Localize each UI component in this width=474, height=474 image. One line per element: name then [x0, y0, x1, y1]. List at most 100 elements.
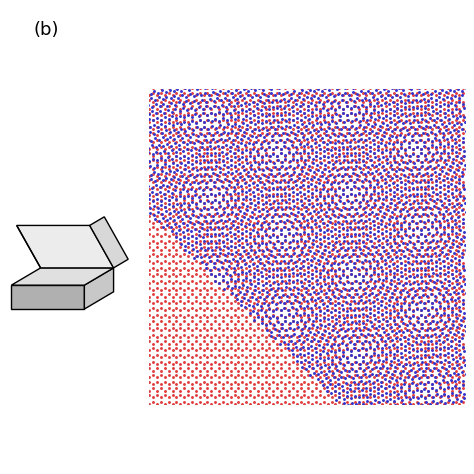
Point: [235, 156, 242, 164]
Point: [436, 165, 444, 173]
Point: [432, 176, 440, 184]
Point: [428, 327, 436, 334]
Point: [301, 319, 308, 327]
Point: [405, 206, 413, 213]
Point: [192, 333, 200, 341]
Point: [461, 275, 468, 283]
Point: [376, 283, 383, 291]
Point: [273, 277, 281, 285]
Point: [149, 380, 157, 388]
Point: [173, 398, 180, 406]
Point: [281, 223, 289, 231]
Point: [444, 102, 452, 110]
Point: [146, 293, 153, 301]
Point: [304, 250, 312, 258]
Point: [448, 118, 456, 126]
Point: [384, 126, 392, 133]
Point: [366, 129, 374, 137]
Point: [258, 125, 265, 133]
Point: [431, 249, 438, 257]
Point: [319, 266, 327, 274]
Point: [366, 89, 374, 97]
Point: [405, 232, 413, 240]
Point: [355, 304, 362, 311]
Point: [325, 201, 333, 209]
Point: [157, 223, 165, 231]
Point: [328, 264, 335, 271]
Point: [181, 192, 188, 200]
Point: [148, 103, 155, 111]
Point: [297, 313, 304, 320]
Point: [223, 150, 231, 157]
Point: [425, 337, 432, 345]
Point: [415, 246, 423, 254]
Point: [374, 351, 382, 359]
Point: [387, 361, 395, 369]
Point: [184, 217, 192, 224]
Point: [410, 402, 418, 410]
Point: [332, 279, 339, 287]
Point: [297, 353, 304, 361]
Point: [413, 170, 420, 177]
Point: [159, 95, 166, 103]
Point: [390, 170, 397, 177]
Point: [150, 202, 157, 210]
Point: [304, 129, 312, 137]
Point: [401, 146, 409, 154]
Point: [281, 170, 289, 177]
Point: [393, 172, 401, 180]
Point: [278, 277, 285, 285]
Point: [281, 156, 289, 164]
Point: [326, 214, 334, 222]
Point: [405, 220, 412, 228]
Point: [327, 181, 335, 188]
Point: [421, 393, 428, 401]
Point: [293, 195, 301, 202]
Point: [425, 91, 432, 99]
Point: [304, 111, 312, 119]
Point: [263, 207, 271, 214]
Point: [460, 179, 467, 186]
Point: [363, 306, 370, 314]
Point: [244, 126, 251, 133]
Point: [250, 269, 257, 276]
Point: [353, 128, 361, 136]
Point: [399, 363, 407, 370]
Point: [385, 344, 393, 351]
Point: [262, 212, 269, 220]
Point: [159, 176, 166, 184]
Point: [237, 173, 244, 181]
Point: [389, 383, 397, 391]
Point: [445, 230, 452, 237]
Point: [196, 264, 203, 271]
Point: [382, 331, 390, 338]
Point: [447, 291, 454, 298]
Point: [386, 310, 393, 317]
Point: [188, 170, 196, 177]
Point: [165, 119, 173, 127]
Point: [176, 400, 184, 408]
Point: [258, 234, 265, 242]
Point: [215, 212, 223, 220]
Point: [351, 318, 359, 325]
Point: [231, 284, 238, 292]
Point: [445, 315, 453, 323]
Point: [315, 256, 322, 264]
Point: [289, 353, 297, 361]
Point: [351, 398, 359, 406]
Point: [416, 340, 424, 348]
Point: [283, 331, 291, 338]
Point: [460, 152, 468, 159]
Point: [254, 132, 262, 139]
Point: [304, 206, 312, 213]
Point: [181, 138, 188, 146]
Point: [215, 91, 223, 99]
Point: [297, 340, 304, 347]
Point: [401, 293, 409, 301]
Point: [316, 271, 324, 278]
Point: [343, 152, 351, 159]
Point: [365, 129, 373, 137]
Point: [304, 197, 312, 204]
Point: [393, 306, 401, 314]
Point: [346, 334, 353, 341]
